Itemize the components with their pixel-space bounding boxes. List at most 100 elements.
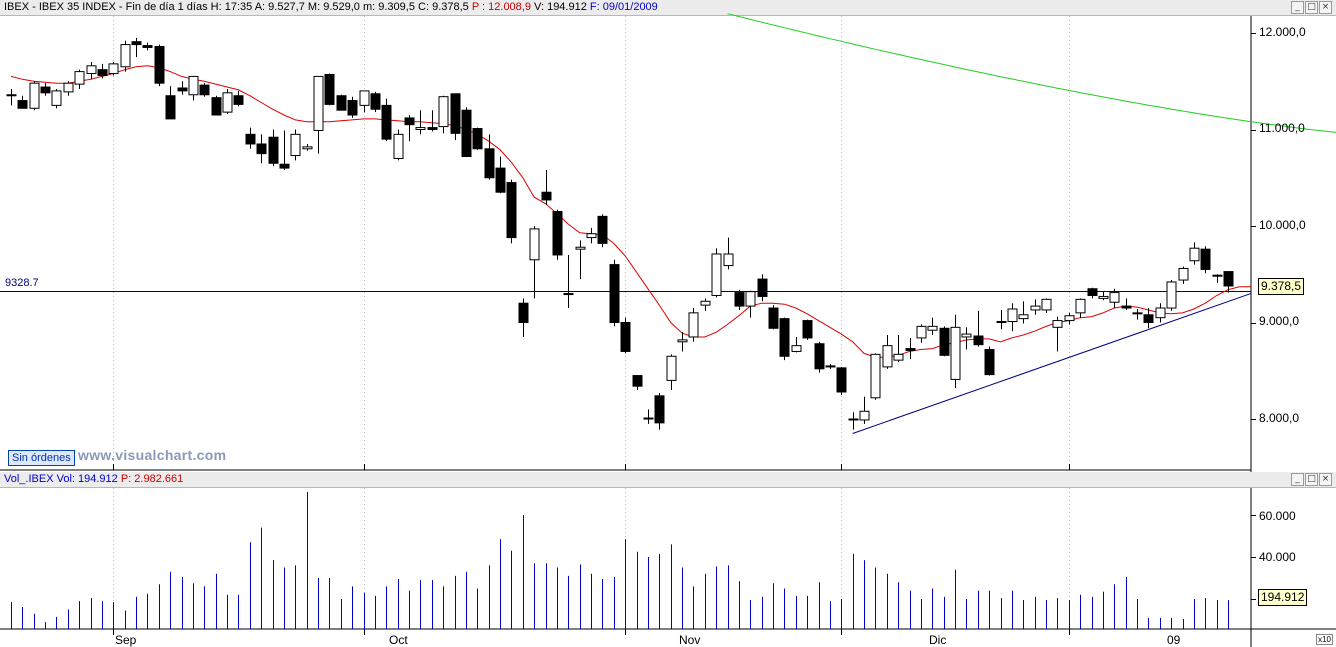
candle [848, 412, 859, 430]
candle-body [97, 69, 108, 76]
candle-body [541, 191, 552, 201]
price-pane: IBEX - IBEX 35 INDEX - Fin de día 1 días… [0, 0, 1336, 472]
candle [370, 91, 381, 113]
candle [131, 37, 142, 58]
hour-value: H: 17:35 [210, 1, 253, 13]
candle [108, 61, 119, 76]
candle [893, 335, 904, 363]
volume-pane: Vol_.IBEX Vol: 194.912 P: 2.982.661 _ □ … [0, 472, 1336, 647]
candle [1212, 274, 1223, 283]
candle [211, 95, 222, 116]
candle-body [51, 90, 62, 106]
x-tick-09: 09 [1167, 633, 1181, 647]
close-icon[interactable]: × [1319, 473, 1332, 486]
candle-body [165, 95, 176, 120]
candle [552, 209, 563, 260]
candle-body [1212, 274, 1223, 277]
candle [199, 83, 210, 97]
candle-body [973, 335, 984, 346]
candle [472, 127, 483, 150]
min-icon[interactable]: _ [1291, 473, 1304, 486]
sin-ordenes-button[interactable]: Sin órdenes [8, 450, 75, 466]
candle-body [1143, 314, 1154, 323]
candle [1007, 303, 1018, 332]
candle-body [506, 182, 517, 239]
candle [438, 95, 449, 134]
candle [654, 392, 665, 430]
candle-body [199, 84, 210, 96]
candle [188, 75, 199, 101]
candle-body [597, 215, 608, 244]
last-volume-badge: 194.912 [1258, 589, 1308, 606]
candle [86, 61, 97, 80]
candle-body [791, 345, 802, 352]
candle [279, 130, 290, 171]
low-value: m: 9.309,5 [362, 1, 415, 13]
candle-body [666, 355, 677, 381]
candle [1109, 288, 1120, 309]
candle-body [870, 353, 881, 399]
candle [29, 81, 40, 111]
candle-body [1041, 298, 1052, 311]
candle-body [245, 133, 256, 145]
candle [233, 90, 244, 107]
candle [575, 240, 586, 280]
candle [802, 319, 813, 340]
candle-body [1223, 271, 1234, 287]
restore-icon[interactable]: □ [1305, 473, 1318, 486]
y-tick-10000: 10.000,0 [1259, 218, 1306, 232]
candle [17, 95, 28, 109]
candle-body [6, 94, 17, 97]
candle [814, 341, 825, 373]
candle [347, 96, 358, 118]
candle-body [438, 96, 449, 128]
candle [1098, 291, 1109, 301]
candle [63, 81, 74, 96]
candle [677, 332, 688, 352]
volume-grid [113, 488, 1070, 635]
vol-y-tick-60000: 60.000 [1259, 509, 1296, 523]
candle [142, 42, 153, 51]
candle-body [905, 348, 916, 351]
volume-last-value: Vol: 194.912 [56, 473, 118, 485]
y-tick-8000: 8.000,0 [1259, 411, 1300, 425]
candle [734, 289, 745, 310]
candle [541, 170, 552, 205]
candle-body [211, 97, 222, 116]
candle [427, 110, 438, 132]
candle-body [1132, 312, 1143, 315]
volume-instrument-label: Vol_.IBEX [4, 473, 54, 485]
candle [984, 346, 995, 376]
price-chart[interactable] [0, 0, 1336, 472]
candle [916, 324, 927, 343]
candle-body [1098, 295, 1109, 299]
close-icon[interactable]: × [1319, 1, 1332, 14]
candle-body [188, 75, 199, 96]
candle [302, 143, 313, 151]
close-value: C: 9.378,5 [418, 1, 469, 13]
volume-window-buttons: _ □ × [1291, 473, 1332, 486]
restore-icon[interactable]: □ [1305, 1, 1318, 14]
candle [268, 129, 279, 167]
candle-body [142, 45, 153, 48]
candle-body [336, 95, 347, 111]
candle-body [268, 136, 279, 164]
candle-body [677, 339, 688, 343]
candle [791, 336, 802, 353]
candle [6, 88, 17, 106]
scale-note: x10 [1316, 634, 1333, 645]
candle [700, 298, 711, 311]
candle [768, 305, 779, 330]
candle [324, 73, 335, 106]
candle [711, 248, 722, 298]
candle-body [768, 307, 779, 329]
min-icon[interactable]: _ [1291, 1, 1304, 14]
candle [290, 129, 301, 161]
candle-body [222, 92, 233, 113]
candle [1075, 298, 1086, 318]
candle [518, 298, 529, 337]
volume-chart[interactable] [0, 472, 1336, 647]
candle [1189, 242, 1200, 265]
candle [620, 317, 631, 354]
candle-body [984, 349, 995, 376]
